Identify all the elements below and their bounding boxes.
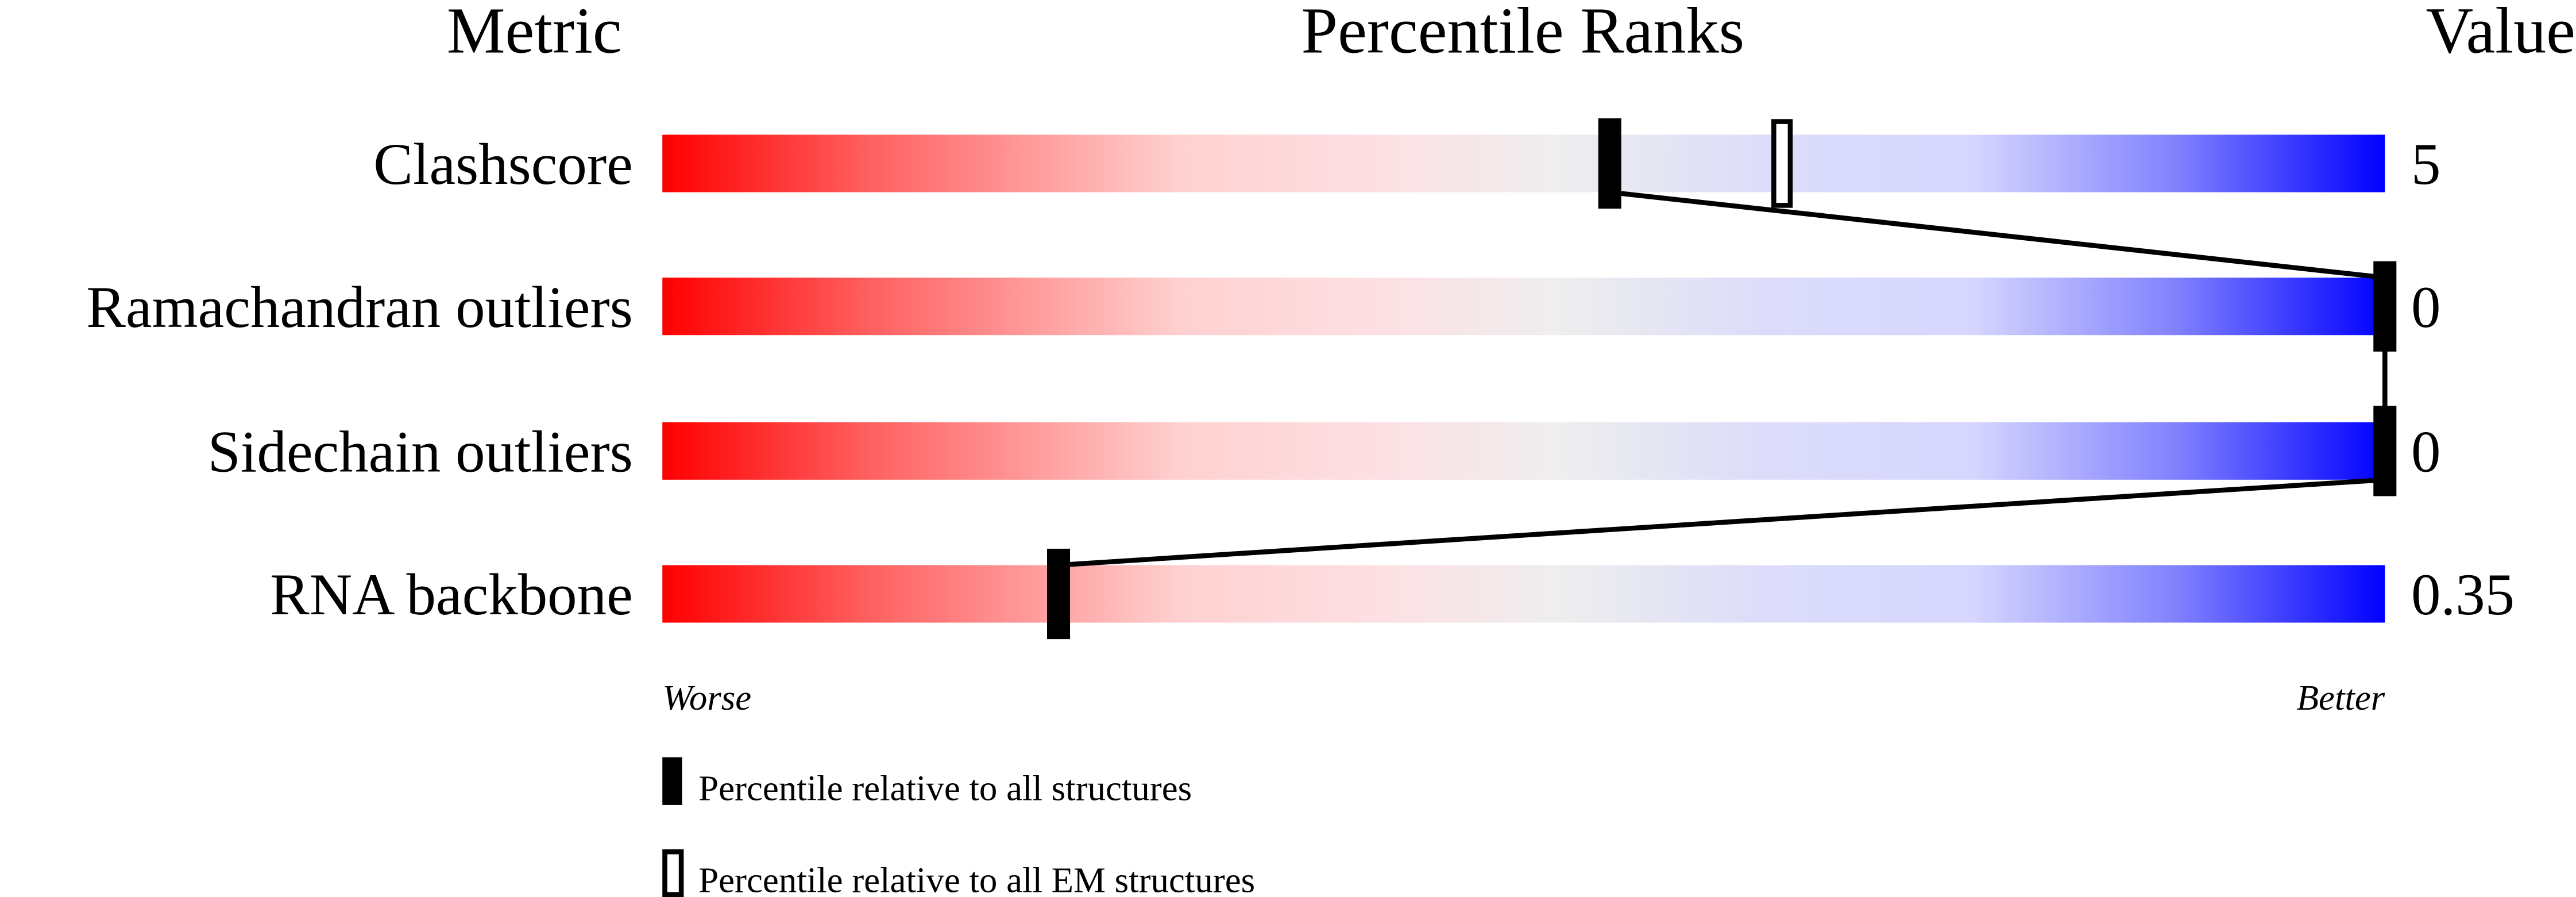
em-percentile-marker [1771,119,1793,208]
better-label: Better [2297,677,2385,718]
header-value: Value [2426,0,2575,67]
metric-label: Clashscore [373,132,633,197]
connector-line [1609,190,2385,280]
metric-value: 0 [2411,275,2440,340]
worse-label: Worse [662,677,751,718]
percentile-bar [662,278,2385,336]
percentile-bar [662,422,2385,480]
metric-label: Sidechain outliers [208,419,633,485]
header-percentile-ranks: Percentile Ranks [1301,0,1745,67]
connector-line [1058,477,2385,568]
percentile-bar [662,134,2385,193]
header-metric: Metric [447,0,622,67]
legend-em-structures: Percentile relative to all EM structures [698,860,1255,897]
percentile-bar [662,565,2385,623]
legend-filled-swatch [662,757,682,805]
metric-label: Ramachandran outliers [86,275,633,340]
legend-hollow-swatch [662,849,684,897]
legend-all-structures: Percentile relative to all structures [698,768,1192,808]
metric-value: 0 [2411,419,2440,485]
metric-label: RNA backbone [270,562,633,627]
metric-value: 0.35 [2411,562,2515,627]
metric-value: 5 [2411,132,2440,197]
